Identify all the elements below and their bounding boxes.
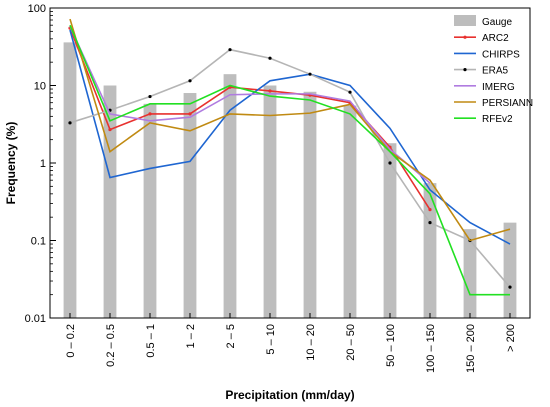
bar-gauge	[143, 103, 157, 319]
bar-gauge	[223, 74, 237, 318]
bars-layer	[63, 42, 517, 319]
line-arc2	[69, 27, 431, 211]
x-axis-title: Precipitation (mm/day)	[225, 388, 354, 402]
plot-frame	[49, 7, 531, 319]
point-era5	[68, 121, 72, 125]
bar-gauge	[463, 229, 477, 318]
legend-marker-era5	[463, 68, 467, 72]
y-tick-label: 0.01	[25, 313, 46, 325]
x-tick-label: 20 – 50	[345, 324, 357, 361]
point-arc2	[428, 208, 432, 212]
line-era5	[69, 48, 511, 288]
line-rfev2	[69, 24, 510, 296]
bar-gauge	[303, 91, 317, 318]
x-tick-label: 50 – 100	[385, 324, 397, 367]
point-arc2	[268, 89, 272, 93]
legend-marker-arc2	[463, 35, 467, 39]
legend: Gauge ARC2 CHIRPS ERA5 IMERG PERSIANN RFEv2	[454, 15, 533, 125]
line-persiann	[69, 18, 511, 242]
bar-gauge	[343, 105, 357, 319]
y-tick-label: 10	[34, 81, 46, 93]
x-tick-label: 0.2 – 0.5	[105, 324, 117, 367]
bar-gauge	[503, 222, 517, 318]
y-tick-label: 100	[28, 3, 46, 15]
legend-label-era5: ERA5	[482, 66, 509, 77]
x-tick-label: 5 – 10	[265, 324, 277, 355]
bar-gauge	[383, 143, 397, 318]
y-axis: 0.01 0.1 1 10 100	[25, 3, 56, 325]
point-era5	[228, 48, 232, 52]
point-era5	[268, 56, 272, 60]
point-era5	[428, 221, 432, 225]
x-axis: 0 – 0.2 0.2 – 0.5 0.5 – 1 1 – 2 2 – 5 5 – 10 1…	[65, 313, 517, 373]
x-tick-label: > 200	[505, 324, 517, 352]
point-arc2	[148, 112, 152, 116]
bar-gauge	[183, 93, 197, 318]
legend-label-chirps: CHIRPS	[482, 49, 520, 60]
legend-label-gauge: Gauge	[482, 17, 512, 28]
point-arc2	[108, 127, 112, 132]
point-era5	[188, 79, 192, 83]
y-tick-label: 1	[40, 158, 46, 170]
x-tick-label: 1 – 2	[185, 324, 197, 348]
y-axis-title: Frequency (%)	[4, 122, 18, 205]
x-tick-label: 150 – 200	[465, 324, 477, 373]
legend-label-arc2: ARC2	[482, 33, 509, 44]
bar-gauge	[263, 85, 277, 318]
lines-layer	[68, 18, 512, 296]
x-tick-label: 10 – 20	[305, 324, 317, 361]
point-era5	[388, 161, 392, 165]
line-imerg	[69, 26, 431, 184]
point-era5	[348, 90, 352, 94]
x-tick-label: 0 – 0.2	[65, 324, 77, 358]
x-tick-label: 100 – 150	[425, 324, 437, 373]
legend-label-imerg: IMERG	[482, 82, 515, 93]
point-era5	[308, 72, 312, 76]
bar-gauge	[63, 42, 77, 318]
legend-label-persiann: PERSIANN	[482, 98, 533, 109]
legend-label-rfev2: RFEv2	[482, 114, 513, 125]
x-tick-label: 0.5 – 1	[145, 324, 157, 358]
line-chirps	[69, 29, 511, 245]
x-tick-label: 2 – 5	[225, 324, 237, 348]
legend-swatch-gauge	[454, 15, 476, 26]
y-tick-label: 0.1	[31, 236, 46, 248]
point-era5	[508, 285, 512, 289]
point-era5	[148, 94, 152, 99]
point-arc2	[188, 112, 192, 116]
